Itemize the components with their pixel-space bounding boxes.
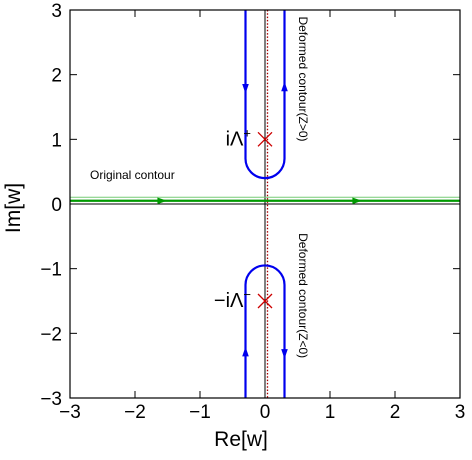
- pole-label-minus: −iΛ−: [214, 287, 251, 312]
- y-tick-label-4: 1: [51, 130, 62, 151]
- plot-lines: [70, 10, 460, 398]
- y-tick-label-3: 0: [51, 195, 62, 216]
- y-axis-title: Im[w]: [2, 183, 25, 233]
- deformed-upper-label: Deformed contour(Z>0): [296, 16, 310, 141]
- x-tick-label-6: 3: [455, 402, 466, 423]
- original-contour-arrow-0: [157, 197, 167, 205]
- x-tick-label-2: −1: [189, 402, 211, 423]
- deformed-contour-upper-line: [244, 10, 286, 180]
- deformed-upper-arrow-right: [281, 81, 288, 92]
- y-tick-label-2: −1: [40, 260, 62, 281]
- plot-marks: [157, 81, 362, 359]
- x-tick-label-1: −2: [124, 402, 146, 423]
- y-tick-label-6: 3: [51, 1, 62, 22]
- deformed-lower-label: Deformed contour(Z<0): [296, 233, 310, 358]
- x-tick-label-4: 1: [325, 402, 336, 423]
- x-tick-label-5: 2: [390, 402, 401, 423]
- pole-marker-1: [257, 293, 273, 309]
- deformed-upper-arrow-left: [242, 84, 249, 94]
- deformed-lower-arrow-right: [281, 349, 288, 359]
- deformed-contour-lower-line: [244, 264, 286, 398]
- deformed-lower-arrow-left: [242, 346, 249, 357]
- axis-ticks: [69, 9, 461, 399]
- original-contour-arrow-1: [352, 197, 362, 205]
- y-tick-label-1: −2: [40, 324, 62, 345]
- x-tick-label-0: −3: [59, 402, 81, 423]
- y-tick-label-0: −3: [40, 389, 62, 410]
- plot-text: −3 −2 −1 0 1 2 3 −3 −2 −1 0 1 2 3 Re[w] Im[w] Original c…: [2, 1, 465, 451]
- original-contour-label: Original contour: [90, 168, 175, 182]
- pole-marker-0: [257, 131, 273, 147]
- pole-label-plus: iΛ+: [226, 125, 251, 150]
- y-tick-label-5: 2: [51, 66, 62, 87]
- x-axis-title: Re[w]: [214, 428, 268, 451]
- x-tick-label-3: 0: [260, 402, 271, 423]
